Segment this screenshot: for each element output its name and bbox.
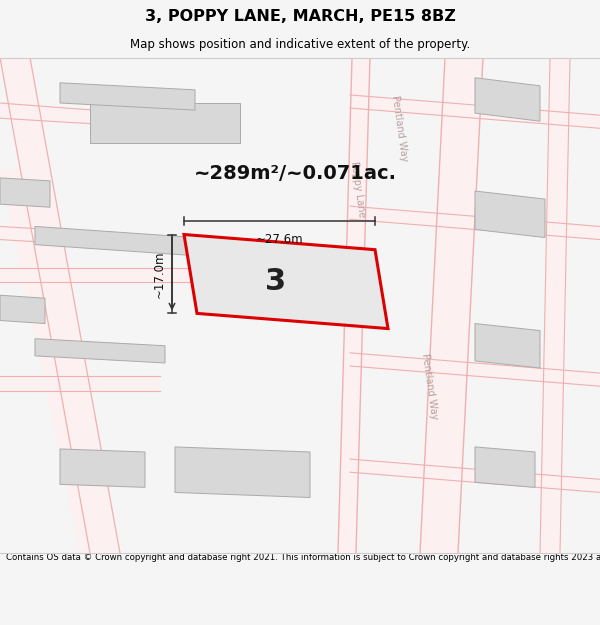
Text: Pentland Way: Pentland Way <box>421 352 440 420</box>
Polygon shape <box>350 353 600 386</box>
Polygon shape <box>350 95 600 128</box>
Text: Pentland Way: Pentland Way <box>391 94 410 162</box>
Polygon shape <box>60 82 195 110</box>
Polygon shape <box>540 58 570 553</box>
Polygon shape <box>35 339 165 363</box>
Polygon shape <box>475 447 535 488</box>
Polygon shape <box>475 78 540 121</box>
Text: Contains OS data © Crown copyright and database right 2021. This information is : Contains OS data © Crown copyright and d… <box>6 553 600 562</box>
Polygon shape <box>420 58 483 553</box>
Polygon shape <box>475 191 545 238</box>
Polygon shape <box>350 459 600 492</box>
Polygon shape <box>338 58 370 553</box>
Polygon shape <box>350 206 600 239</box>
Text: 3, POPPY LANE, MARCH, PE15 8BZ: 3, POPPY LANE, MARCH, PE15 8BZ <box>145 9 455 24</box>
Text: ~289m²/~0.071ac.: ~289m²/~0.071ac. <box>193 164 397 183</box>
Polygon shape <box>475 324 540 368</box>
Text: ~17.0m: ~17.0m <box>153 250 166 298</box>
Polygon shape <box>90 103 240 144</box>
Polygon shape <box>184 234 388 329</box>
Text: 3: 3 <box>265 267 287 296</box>
Text: Map shows position and indicative extent of the property.: Map shows position and indicative extent… <box>130 38 470 51</box>
Polygon shape <box>0 178 50 208</box>
Polygon shape <box>0 295 45 324</box>
Polygon shape <box>60 449 145 488</box>
Polygon shape <box>175 447 310 498</box>
Polygon shape <box>0 169 100 553</box>
Text: ~27.6m: ~27.6m <box>256 234 304 246</box>
Polygon shape <box>35 226 225 258</box>
Polygon shape <box>0 376 160 391</box>
Polygon shape <box>0 268 220 282</box>
Polygon shape <box>0 103 200 131</box>
Polygon shape <box>0 226 250 255</box>
Text: Poppy Lane: Poppy Lane <box>349 160 367 217</box>
Polygon shape <box>0 58 120 553</box>
